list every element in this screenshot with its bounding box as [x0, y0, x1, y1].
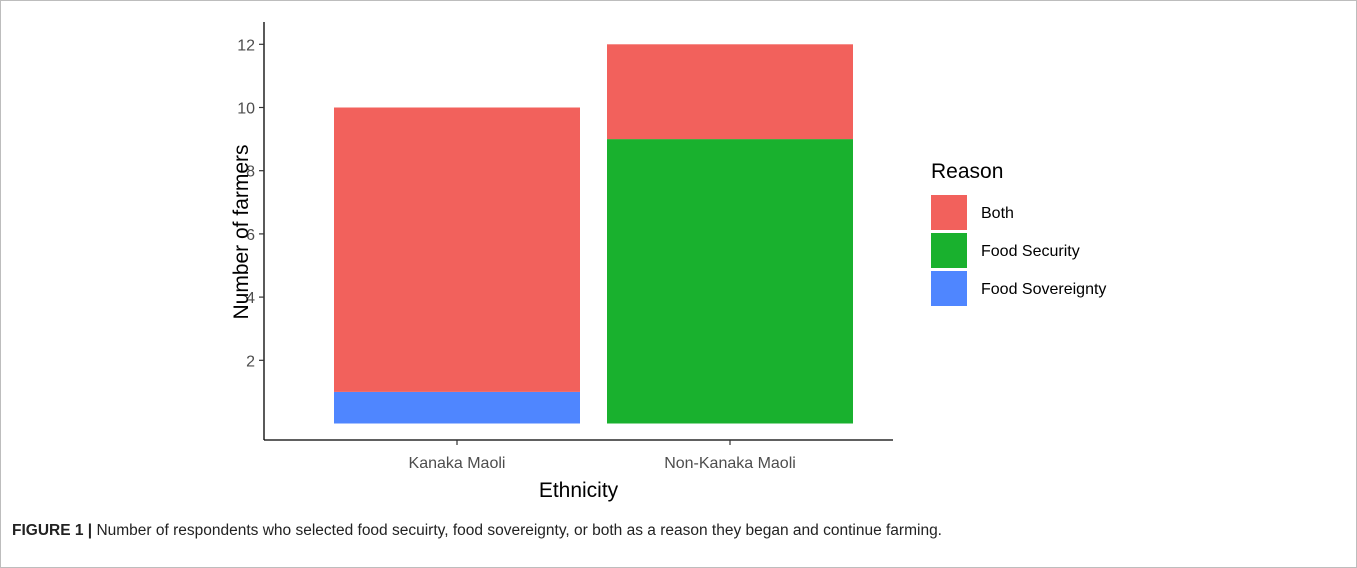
y-tick-label-6: 6	[246, 227, 255, 244]
legend-key-both	[931, 195, 967, 230]
y-tick-label-10: 10	[237, 101, 255, 118]
bar-non-kanaka-maoli-food-security	[607, 139, 853, 424]
bars-layer	[334, 44, 853, 424]
figure-caption-label: FIGURE 1 |	[12, 522, 93, 539]
figure-caption-text: Number of respondents who selected food …	[92, 522, 942, 539]
stacked-bar-chart: 2 4 6 8 10 12 Kanaka Maoli Non-Kanaka Maoli Ethn…	[230, 22, 1106, 502]
x-tick-label-non-kanaka-maoli: Non-Kanaka Maoli	[664, 455, 796, 472]
y-tick-label-4: 4	[246, 290, 255, 307]
x-tick-label-kanaka-maoli: Kanaka Maoli	[409, 455, 506, 472]
y-tick-label-2: 2	[246, 353, 255, 370]
y-axis-title: Number of farmers	[230, 144, 253, 319]
legend-label-both: Both	[981, 205, 1014, 222]
x-axis-title: Ethnicity	[539, 479, 619, 502]
y-tick-label-12: 12	[237, 37, 255, 54]
legend-key-food-security	[931, 233, 967, 268]
figure-caption: FIGURE 1 | Number of respondents who sel…	[12, 522, 1342, 540]
y-tick-label-8: 8	[246, 164, 255, 181]
bar-non-kanaka-maoli-both	[607, 44, 853, 140]
bar-kanaka-maoli-both	[334, 107, 580, 392]
legend-title: Reason	[931, 160, 1003, 183]
legend-label-food-sovereignty: Food Sovereignty	[981, 281, 1106, 298]
legend: Reason Both Food Security Food Sovereignty	[931, 160, 1106, 306]
legend-key-food-sovereignty	[931, 271, 967, 306]
axes-layer: 2 4 6 8 10 12 Kanaka Maoli Non-Kanaka Maoli Ethn…	[230, 22, 893, 502]
legend-label-food-security: Food Security	[981, 243, 1080, 260]
bar-kanaka-maoli-food-sovereignty	[334, 391, 580, 424]
